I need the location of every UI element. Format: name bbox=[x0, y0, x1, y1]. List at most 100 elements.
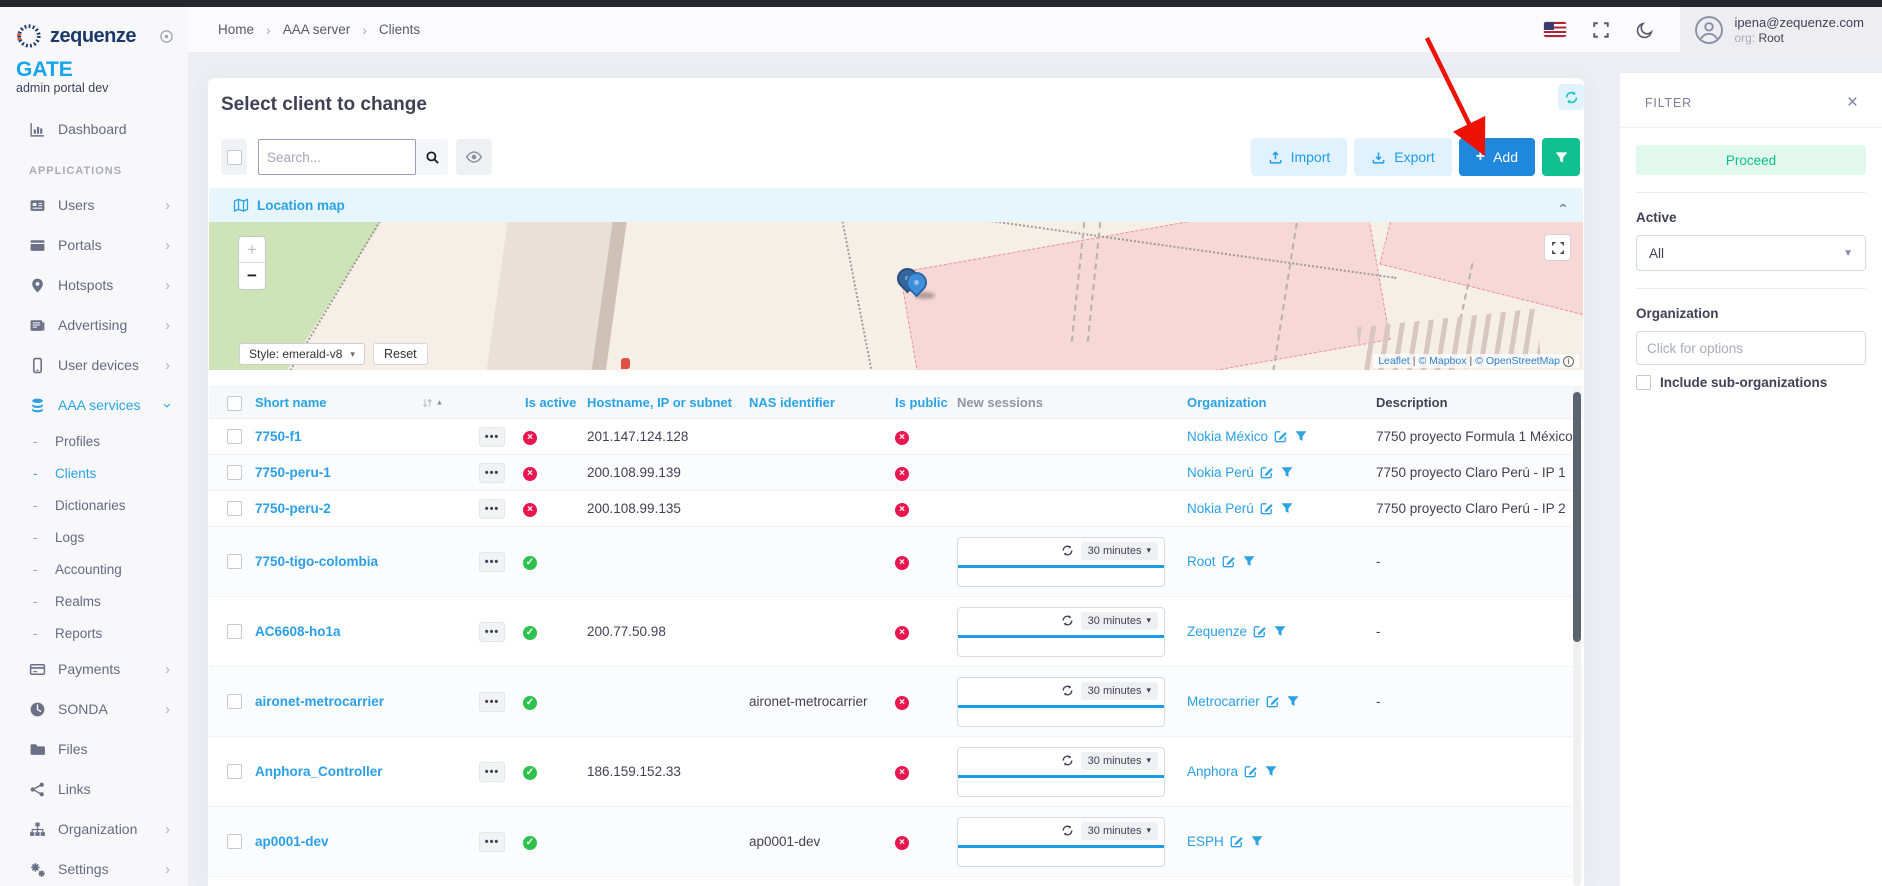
edit-icon[interactable] bbox=[1266, 694, 1280, 708]
client-link[interactable]: 7750-peru-1 bbox=[255, 465, 331, 480]
attribution-info-icon[interactable]: i bbox=[1563, 356, 1574, 367]
header-checkbox[interactable] bbox=[227, 396, 242, 411]
col-is-public[interactable]: Is public bbox=[889, 395, 957, 410]
location-map[interactable]: + − Style: emerald-v8▾ Reset Leaflet | ©… bbox=[209, 222, 1583, 370]
org-filter-funnel-icon[interactable] bbox=[1280, 501, 1294, 515]
zoom-out-button[interactable]: − bbox=[239, 263, 265, 289]
import-button[interactable]: Import bbox=[1251, 138, 1348, 176]
sidebar-item-aaa-services[interactable]: AAA services› bbox=[0, 385, 188, 425]
map-reset-button[interactable]: Reset bbox=[373, 343, 428, 365]
sidebar-item-advertising[interactable]: Advertising› bbox=[0, 305, 188, 345]
edit-icon[interactable] bbox=[1222, 554, 1236, 568]
dark-mode-moon-icon[interactable] bbox=[1636, 21, 1654, 39]
sidebar-subitem-realms[interactable]: -Realms bbox=[0, 585, 188, 617]
row-checkbox[interactable] bbox=[227, 429, 242, 444]
sidebar-item-portals[interactable]: Portals› bbox=[0, 225, 188, 265]
search-input[interactable] bbox=[258, 139, 416, 175]
organization-link[interactable]: Zequenze bbox=[1187, 624, 1247, 639]
leaflet-link[interactable]: Leaflet bbox=[1378, 355, 1410, 367]
col-hostname[interactable]: Hostname, IP or subnet bbox=[587, 395, 749, 410]
row-actions-button[interactable]: ••• bbox=[479, 832, 505, 852]
session-slider[interactable] bbox=[958, 705, 1164, 708]
organization-link[interactable]: Nokia Perú bbox=[1187, 465, 1254, 480]
sidebar-item-payments[interactable]: Payments› bbox=[0, 649, 188, 689]
sort-icon[interactable]: ▲ bbox=[421, 396, 443, 409]
new-sessions-widget[interactable]: 30 minutes▾ bbox=[957, 677, 1165, 727]
session-interval-select[interactable]: 30 minutes▾ bbox=[1081, 752, 1158, 770]
proceed-button[interactable]: Proceed bbox=[1636, 145, 1866, 175]
organization-link[interactable]: Anphora bbox=[1187, 764, 1238, 779]
sidebar-item-links[interactable]: Links bbox=[0, 769, 188, 809]
edit-icon[interactable] bbox=[1253, 624, 1267, 638]
col-description[interactable]: Description bbox=[1373, 395, 1583, 410]
sidebar-item-user-devices[interactable]: User devices› bbox=[0, 345, 188, 385]
refresh-icon[interactable] bbox=[1061, 544, 1074, 557]
col-nas[interactable]: NAS identifier bbox=[749, 395, 889, 410]
user-menu[interactable]: ipena@zequenze.com org: Root bbox=[1680, 7, 1882, 53]
session-slider[interactable] bbox=[958, 565, 1164, 568]
organization-link[interactable]: ESPH bbox=[1187, 834, 1224, 849]
sidebar-item-organization[interactable]: Organization› bbox=[0, 809, 188, 849]
collapse-chevron-icon[interactable]: › bbox=[1554, 203, 1571, 208]
session-slider[interactable] bbox=[958, 775, 1164, 778]
add-button[interactable]: +Add bbox=[1459, 138, 1535, 176]
col-organization[interactable]: Organization bbox=[1179, 395, 1373, 410]
row-checkbox[interactable] bbox=[227, 764, 242, 779]
language-flag-us-icon[interactable] bbox=[1544, 22, 1566, 37]
filter-dropdown-button[interactable] bbox=[1542, 138, 1580, 176]
location-map-toggle[interactable]: Location map › bbox=[209, 188, 1583, 222]
row-checkbox[interactable] bbox=[227, 624, 242, 639]
row-actions-button[interactable]: ••• bbox=[479, 622, 505, 642]
organization-link[interactable]: Nokia Perú bbox=[1187, 501, 1254, 516]
client-link[interactable]: 7750-tigo-colombia bbox=[255, 554, 378, 569]
org-filter-funnel-icon[interactable] bbox=[1242, 554, 1256, 568]
map-fullscreen-button[interactable] bbox=[1544, 234, 1571, 261]
refresh-icon[interactable] bbox=[1061, 684, 1074, 697]
refresh-icon[interactable] bbox=[1061, 754, 1074, 767]
sidebar-item-hotspots[interactable]: Hotspots› bbox=[0, 265, 188, 305]
session-slider[interactable] bbox=[958, 845, 1164, 848]
organization-filter-input[interactable] bbox=[1636, 331, 1866, 365]
row-actions-button[interactable]: ••• bbox=[479, 499, 505, 519]
edit-icon[interactable] bbox=[1260, 465, 1274, 479]
client-link[interactable]: AC6608-ho1a bbox=[255, 624, 341, 639]
org-filter-funnel-icon[interactable] bbox=[1250, 834, 1264, 848]
row-actions-button[interactable]: ••• bbox=[479, 463, 505, 483]
row-actions-button[interactable]: ••• bbox=[479, 552, 505, 572]
table-scrollbar[interactable] bbox=[1573, 388, 1581, 886]
sidebar-item-settings[interactable]: Settings› bbox=[0, 849, 188, 886]
sidebar-item-sonda[interactable]: SONDA› bbox=[0, 689, 188, 729]
new-sessions-widget[interactable]: 30 minutes▾ bbox=[957, 817, 1165, 867]
refresh-icon[interactable] bbox=[1061, 614, 1074, 627]
new-sessions-widget[interactable]: 30 minutes▾ bbox=[957, 607, 1165, 657]
session-interval-select[interactable]: 30 minutes▾ bbox=[1081, 822, 1158, 840]
sidebar-item-files[interactable]: Files bbox=[0, 729, 188, 769]
edit-icon[interactable] bbox=[1274, 429, 1288, 443]
row-checkbox[interactable] bbox=[227, 554, 242, 569]
row-actions-button[interactable]: ••• bbox=[479, 692, 505, 712]
organization-link[interactable]: Nokia México bbox=[1187, 429, 1268, 444]
organization-link[interactable]: Metrocarrier bbox=[1187, 694, 1260, 709]
client-link[interactable]: 7750-f1 bbox=[255, 429, 302, 444]
client-link[interactable]: Anphora_Controller bbox=[255, 764, 383, 779]
refresh-icon[interactable] bbox=[1061, 824, 1074, 837]
select-all-checkbox[interactable] bbox=[227, 150, 242, 165]
breadcrumb-clients[interactable]: Clients bbox=[379, 22, 420, 37]
search-button[interactable] bbox=[416, 139, 448, 175]
sidebar-subitem-reports[interactable]: -Reports bbox=[0, 617, 188, 649]
map-style-select[interactable]: Style: emerald-v8▾ bbox=[239, 343, 365, 365]
edit-icon[interactable] bbox=[1260, 501, 1274, 515]
row-checkbox[interactable] bbox=[227, 834, 242, 849]
sidebar-item-dashboard[interactable]: Dashboard bbox=[0, 109, 188, 149]
include-sub-orgs-checkbox[interactable] bbox=[1636, 375, 1651, 390]
session-interval-select[interactable]: 30 minutes▾ bbox=[1081, 682, 1158, 700]
sidebar-subitem-logs[interactable]: -Logs bbox=[0, 521, 188, 553]
mapbox-link[interactable]: © Mapbox bbox=[1418, 355, 1466, 367]
session-interval-select[interactable]: 30 minutes▾ bbox=[1081, 612, 1158, 630]
breadcrumb-aaa-server[interactable]: AAA server bbox=[283, 22, 351, 37]
org-filter-funnel-icon[interactable] bbox=[1264, 764, 1278, 778]
client-link[interactable]: aironet-metrocarrier bbox=[255, 694, 384, 709]
sidebar-subitem-accounting[interactable]: -Accounting bbox=[0, 553, 188, 585]
zoom-in-button[interactable]: + bbox=[239, 237, 265, 263]
sidebar-subitem-profiles[interactable]: -Profiles bbox=[0, 425, 188, 457]
